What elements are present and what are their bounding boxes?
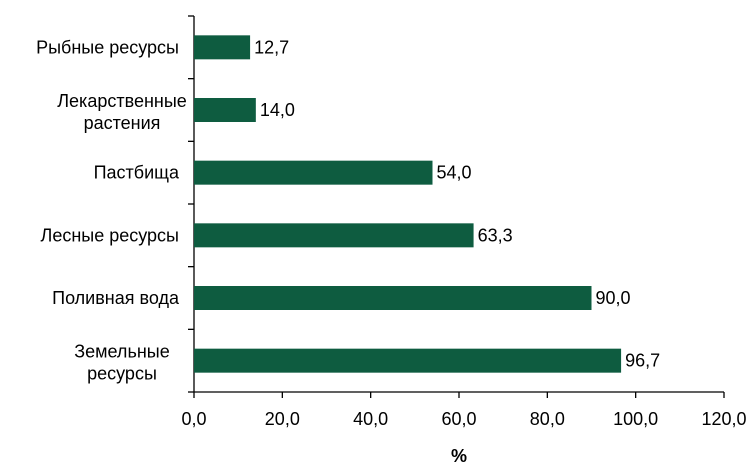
category-label: Лекарственные растения — [57, 91, 187, 133]
x-tick-label: 60,0 — [441, 409, 476, 429]
bar — [194, 223, 474, 248]
x-tick-label: 100,0 — [613, 409, 658, 429]
axes — [188, 15, 725, 398]
bars — [194, 35, 622, 373]
x-tick-label: 0,0 — [181, 409, 206, 429]
x-tick-label: 20,0 — [265, 409, 300, 429]
category-label: Земельные ресурсы — [74, 342, 169, 384]
labels: 0,0 20,0 40,0 60,0 80,0 100,0 120,0 12,7 Рыбные … — [36, 37, 746, 429]
category-label: Поливная вода — [52, 288, 180, 308]
data-label: 12,7 — [254, 37, 289, 57]
category-label: Лесные ресурсы — [41, 225, 179, 245]
data-label: 90,0 — [596, 288, 631, 308]
category-label: Пастбища — [94, 163, 180, 183]
bar — [194, 160, 433, 185]
x-tick-label: 120,0 — [701, 409, 746, 429]
x-axis-title: % — [451, 446, 467, 462]
bar — [194, 98, 256, 122]
bar — [194, 35, 251, 60]
data-label: 54,0 — [437, 163, 472, 183]
bar — [194, 286, 592, 310]
x-tick-label: 80,0 — [530, 409, 565, 429]
category-label: Рыбные ресурсы — [36, 37, 179, 57]
bar — [194, 348, 622, 373]
data-label: 14,0 — [260, 100, 295, 120]
x-tick-label: 40,0 — [353, 409, 388, 429]
data-label: 96,7 — [625, 351, 660, 371]
data-label: 63,3 — [478, 225, 513, 245]
